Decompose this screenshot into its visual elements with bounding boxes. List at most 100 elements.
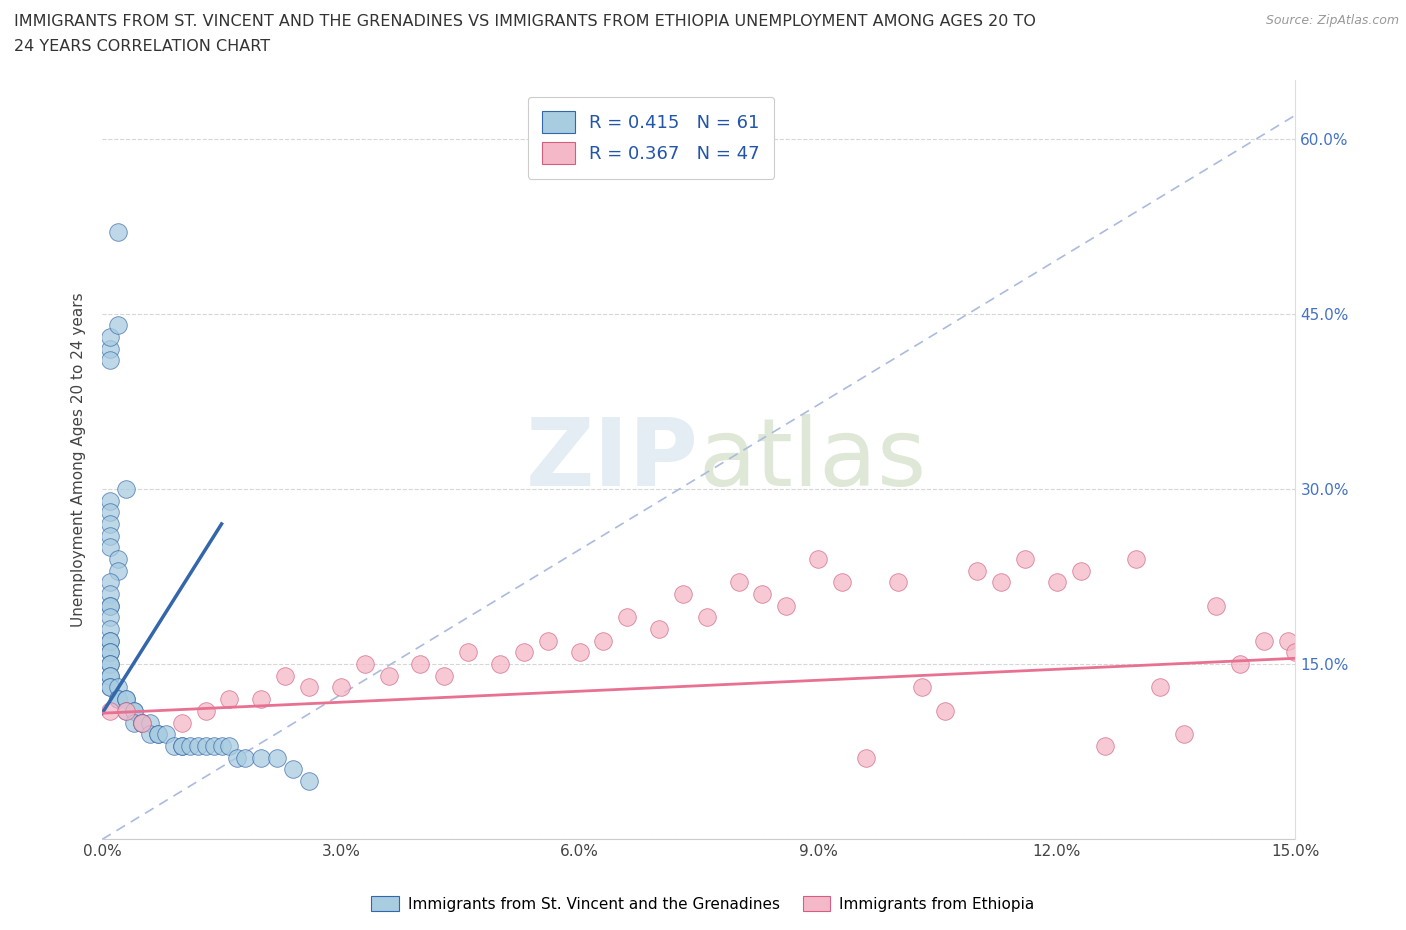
Point: [98, 680, 121, 695]
Point: [98, 505, 121, 520]
Point: [122, 703, 145, 718]
Point: [107, 692, 129, 707]
Point: [1046, 575, 1069, 590]
Point: [115, 692, 138, 707]
Point: [187, 738, 209, 753]
Point: [1094, 738, 1116, 753]
Point: [139, 715, 162, 730]
Point: [131, 715, 153, 730]
Point: [98, 703, 121, 718]
Point: [107, 224, 129, 239]
Point: [966, 564, 988, 578]
Point: [218, 738, 240, 753]
Point: [1125, 551, 1147, 566]
Point: [807, 551, 830, 566]
Point: [115, 703, 138, 718]
Point: [1205, 598, 1227, 613]
Point: [98, 598, 121, 613]
Text: IMMIGRANTS FROM ST. VINCENT AND THE GRENADINES VS IMMIGRANTS FROM ETHIOPIA UNEMP: IMMIGRANTS FROM ST. VINCENT AND THE GREN…: [14, 14, 1036, 29]
Point: [433, 669, 456, 684]
Point: [226, 751, 249, 765]
Point: [616, 610, 638, 625]
Point: [155, 726, 177, 741]
Point: [131, 715, 153, 730]
Point: [377, 669, 399, 684]
Point: [775, 598, 797, 613]
Point: [250, 692, 273, 707]
Point: [934, 703, 956, 718]
Point: [122, 703, 145, 718]
Point: [1229, 657, 1251, 671]
Point: [98, 645, 121, 660]
Point: [98, 329, 121, 344]
Point: [170, 738, 193, 753]
Point: [990, 575, 1012, 590]
Point: [298, 680, 321, 695]
Point: [98, 680, 121, 695]
Point: [107, 692, 129, 707]
Point: [98, 598, 121, 613]
Point: [1149, 680, 1171, 695]
Text: atlas: atlas: [699, 414, 927, 506]
Point: [727, 575, 749, 590]
Point: [592, 633, 614, 648]
Text: Source: ZipAtlas.com: Source: ZipAtlas.com: [1265, 14, 1399, 27]
Y-axis label: Unemployment Among Ages 20 to 24 years: Unemployment Among Ages 20 to 24 years: [72, 292, 86, 627]
Point: [98, 621, 121, 636]
Point: [98, 516, 121, 531]
Point: [115, 482, 138, 497]
Point: [98, 669, 121, 684]
Point: [1173, 726, 1195, 741]
Point: [489, 657, 512, 671]
Point: [513, 645, 536, 660]
Point: [98, 353, 121, 368]
Point: [107, 564, 129, 578]
Point: [98, 657, 121, 671]
Point: [98, 633, 121, 648]
Point: [170, 738, 193, 753]
Point: [353, 657, 375, 671]
Point: [886, 575, 908, 590]
Point: [98, 669, 121, 684]
Point: [218, 692, 240, 707]
Point: [98, 575, 121, 590]
Point: [98, 540, 121, 555]
Text: 24 YEARS CORRELATION CHART: 24 YEARS CORRELATION CHART: [14, 39, 270, 54]
Point: [98, 645, 121, 660]
Point: [98, 341, 121, 356]
Text: ZIP: ZIP: [526, 414, 699, 506]
Point: [122, 715, 145, 730]
Point: [202, 738, 225, 753]
Point: [298, 774, 321, 789]
Point: [274, 669, 297, 684]
Legend: Immigrants from St. Vincent and the Grenadines, Immigrants from Ethiopia: Immigrants from St. Vincent and the Gren…: [366, 889, 1040, 918]
Legend: R = 0.415   N = 61, R = 0.367   N = 47: R = 0.415 N = 61, R = 0.367 N = 47: [527, 97, 775, 179]
Point: [194, 738, 217, 753]
Point: [170, 715, 193, 730]
Point: [107, 680, 129, 695]
Point: [409, 657, 432, 671]
Point: [115, 703, 138, 718]
Point: [1277, 633, 1299, 648]
Point: [1014, 551, 1036, 566]
Point: [139, 726, 162, 741]
Point: [1284, 645, 1306, 660]
Point: [115, 692, 138, 707]
Point: [98, 528, 121, 543]
Point: [98, 657, 121, 671]
Point: [163, 738, 186, 753]
Point: [235, 751, 257, 765]
Point: [696, 610, 718, 625]
Point: [107, 318, 129, 333]
Point: [329, 680, 352, 695]
Point: [910, 680, 932, 695]
Point: [266, 751, 288, 765]
Point: [281, 762, 304, 777]
Point: [457, 645, 479, 660]
Point: [179, 738, 201, 753]
Point: [131, 715, 153, 730]
Point: [1253, 633, 1275, 648]
Point: [537, 633, 560, 648]
Point: [855, 751, 877, 765]
Point: [648, 621, 671, 636]
